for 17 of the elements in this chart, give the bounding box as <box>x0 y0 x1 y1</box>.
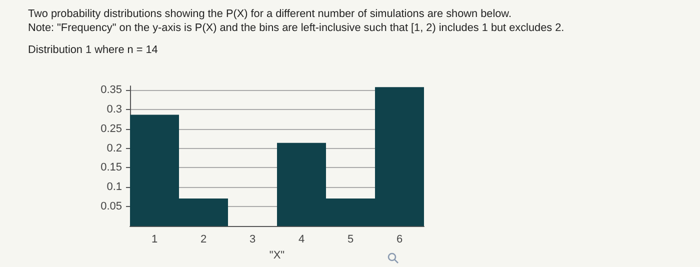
chart-subtitle: Note: "Frequency" on the y-axis is P(X) and the bins are left-inclusive such that [1, 2) includes 1 but excludes 2. <box>28 22 564 34</box>
chart-title: Two probability distributions showing the P(X) for a different number of simulations are shown below. <box>28 8 512 20</box>
x-tick-label: 2 <box>200 234 207 246</box>
y-tick-label: 0.15 <box>100 162 122 174</box>
y-tick-label: 0.2 <box>106 142 122 154</box>
y-tick-label: 0.05 <box>100 200 122 213</box>
x-axis-title: "X" <box>269 250 285 262</box>
x-tick-label: 6 <box>396 234 403 246</box>
x-tick-label: 5 <box>347 234 354 246</box>
y-tick-label: 0.3 <box>106 103 122 116</box>
x-tick-label: 4 <box>298 234 305 246</box>
text: Distribution 1 where n = 14 <box>28 44 159 56</box>
y-tick-label: 0.1 <box>106 181 122 194</box>
x-tick-label: 3 <box>249 234 256 246</box>
x-tick-label: 1 <box>151 234 158 246</box>
y-tick-label: 0.25 <box>100 122 122 135</box>
y-tick-label: 0.35 <box>100 84 122 96</box>
